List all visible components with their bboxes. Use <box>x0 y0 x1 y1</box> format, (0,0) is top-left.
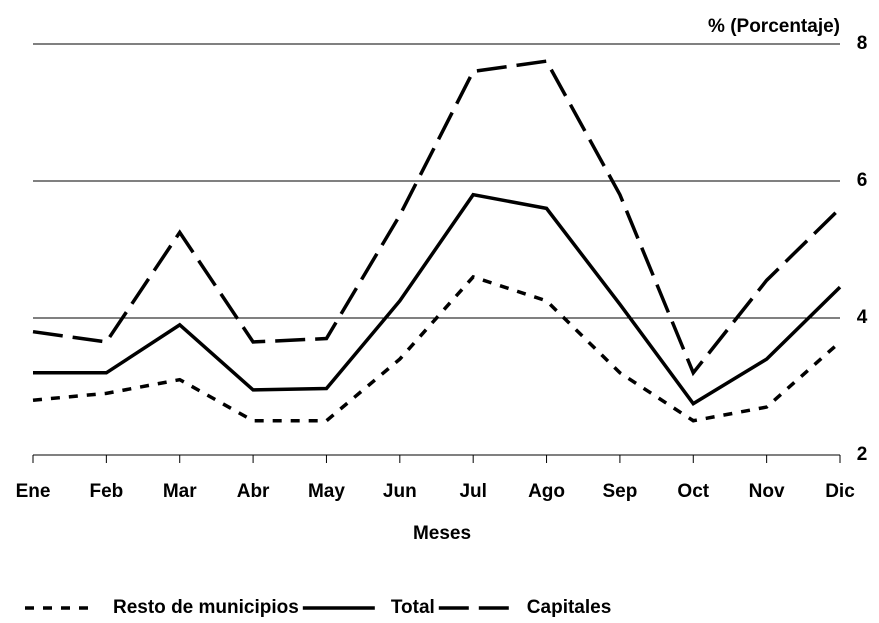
y-tick-label: 8 <box>857 33 868 54</box>
x-tick-label: Dic <box>825 481 855 502</box>
x-tick-label: Mar <box>163 481 197 502</box>
legend-label: Resto de municipios <box>113 597 299 618</box>
legend-label: Capitales <box>527 597 611 618</box>
y-tick-label: 6 <box>857 170 868 191</box>
x-tick-label: Feb <box>89 481 123 502</box>
x-tick-label: Jul <box>459 481 486 502</box>
x-tick-label: Jun <box>383 481 417 502</box>
x-tick-label: Ene <box>16 481 51 502</box>
x-tick-label: Sep <box>602 481 637 502</box>
x-tick-label: Nov <box>749 481 785 502</box>
line-series <box>32 59 842 377</box>
y-axis-label: % (Porcentaje) <box>708 16 840 37</box>
line-series <box>33 192 842 406</box>
line-series <box>32 274 842 423</box>
y-tick-label: 4 <box>857 307 868 328</box>
legend-label: Total <box>391 597 435 618</box>
x-tick-label: Ago <box>528 481 565 502</box>
x-axis-label: Meses <box>413 523 471 544</box>
x-tick-label: Oct <box>677 481 709 502</box>
x-tick-label: May <box>308 481 345 502</box>
x-tick-label: Abr <box>237 481 270 502</box>
y-tick-label: 2 <box>857 444 868 465</box>
